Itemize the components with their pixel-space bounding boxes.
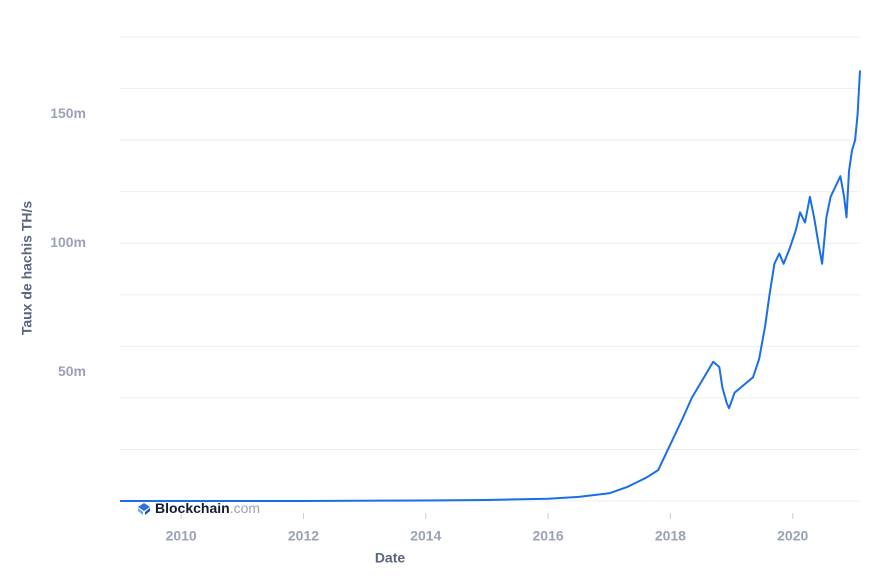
brand-logo: Blockchain.com (138, 500, 260, 516)
y-axis-title: Taux de hachis TH/s (19, 201, 35, 336)
brand-name: Blockchain.com (155, 500, 260, 516)
x-tick-label: 2010 (166, 528, 197, 544)
y-tick-label: 100m (50, 234, 86, 250)
x-tick-label: 2012 (288, 528, 319, 544)
y-tick-label: 50m (58, 363, 86, 379)
x-tick-label: 2020 (777, 528, 808, 544)
logo-icon (138, 503, 150, 511)
x-tick-label: 2018 (655, 528, 686, 544)
brand-name-main: Blockchain (155, 500, 230, 516)
x-tick-label: 2014 (410, 528, 441, 544)
logo-icon-side (145, 508, 150, 515)
x-axis-title: Date (375, 550, 406, 566)
x-tick-label: 2016 (533, 528, 564, 544)
y-tick-label: 150m (50, 105, 86, 121)
hash-rate-line (120, 70, 861, 502)
logo-icon-side (138, 508, 143, 515)
brand-suffix: .com (230, 500, 260, 516)
